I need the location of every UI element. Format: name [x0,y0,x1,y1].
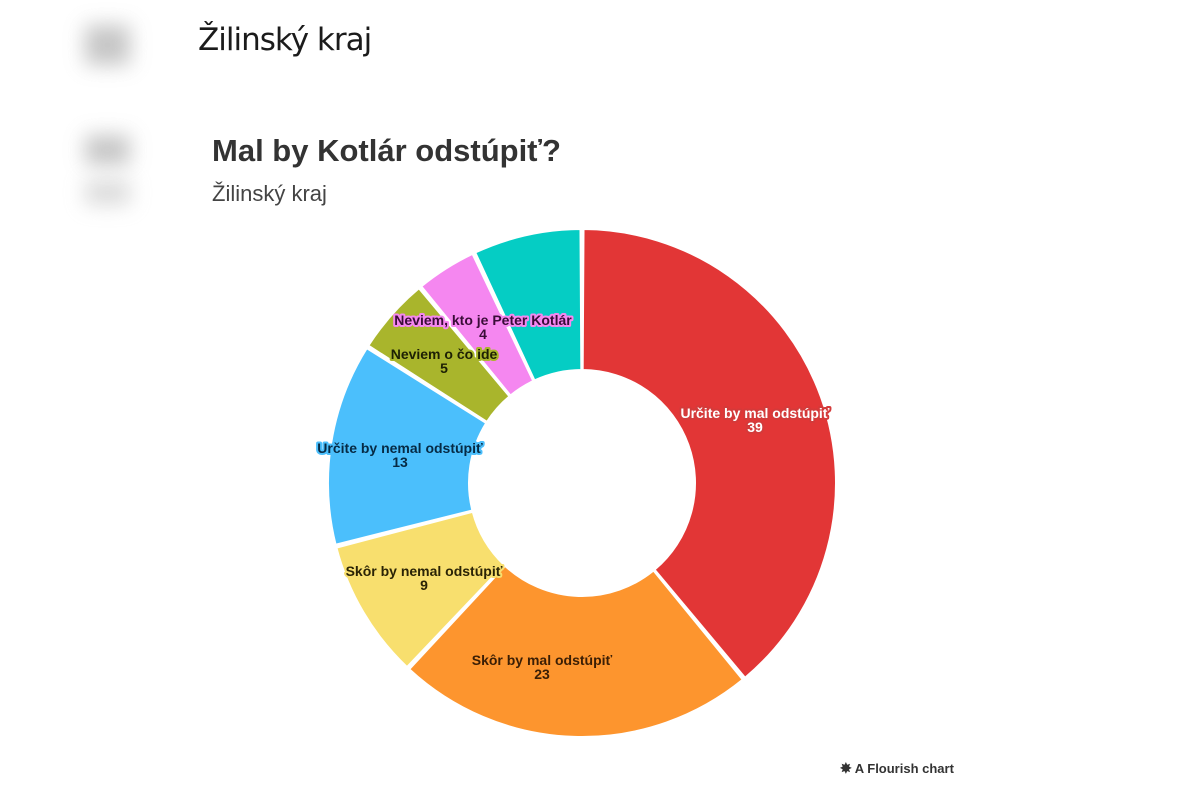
page-title: Žilinský kraj [198,22,372,58]
blurred-background-element [85,180,130,205]
donut-slice[interactable] [420,252,535,397]
slice-value: 9 [420,577,428,593]
donut-slice[interactable] [335,510,506,669]
flourish-star-icon: ✸ [840,760,852,776]
slice-label: Neviem o čo ide [391,346,498,362]
donut-slice[interactable] [474,228,583,382]
slice-value: 5 [440,360,448,376]
donut-slice[interactable] [327,347,488,546]
donut-slice[interactable] [581,228,837,679]
slice-value: 23 [534,666,550,682]
donut-slice[interactable] [408,564,744,738]
flourish-credit[interactable]: ✸ A Flourish chart [840,760,954,777]
chart-title: Mal by Kotlár odstúpiť? [212,133,561,168]
slice-label: Určite by mal odstúpiť [680,405,829,421]
slice-value: 13 [392,454,408,470]
chart-subtitle: Žilinský kraj [212,181,327,206]
blurred-background-element [85,135,130,165]
slice-value: 4 [479,326,487,342]
flourish-credit-text: A Flourish chart [854,761,954,776]
slice-value: 39 [747,419,763,435]
blurred-background-element [85,25,130,65]
slice-label: Skôr by mal odstúpiť [472,652,613,668]
slice-label: Neviem, kto je Peter Kotlár [394,312,572,328]
donut-slice[interactable] [367,287,511,423]
slice-label: Skôr by nemal odstúpiť [346,563,503,579]
slice-label: Určite by nemal odstúpiť [317,440,483,456]
